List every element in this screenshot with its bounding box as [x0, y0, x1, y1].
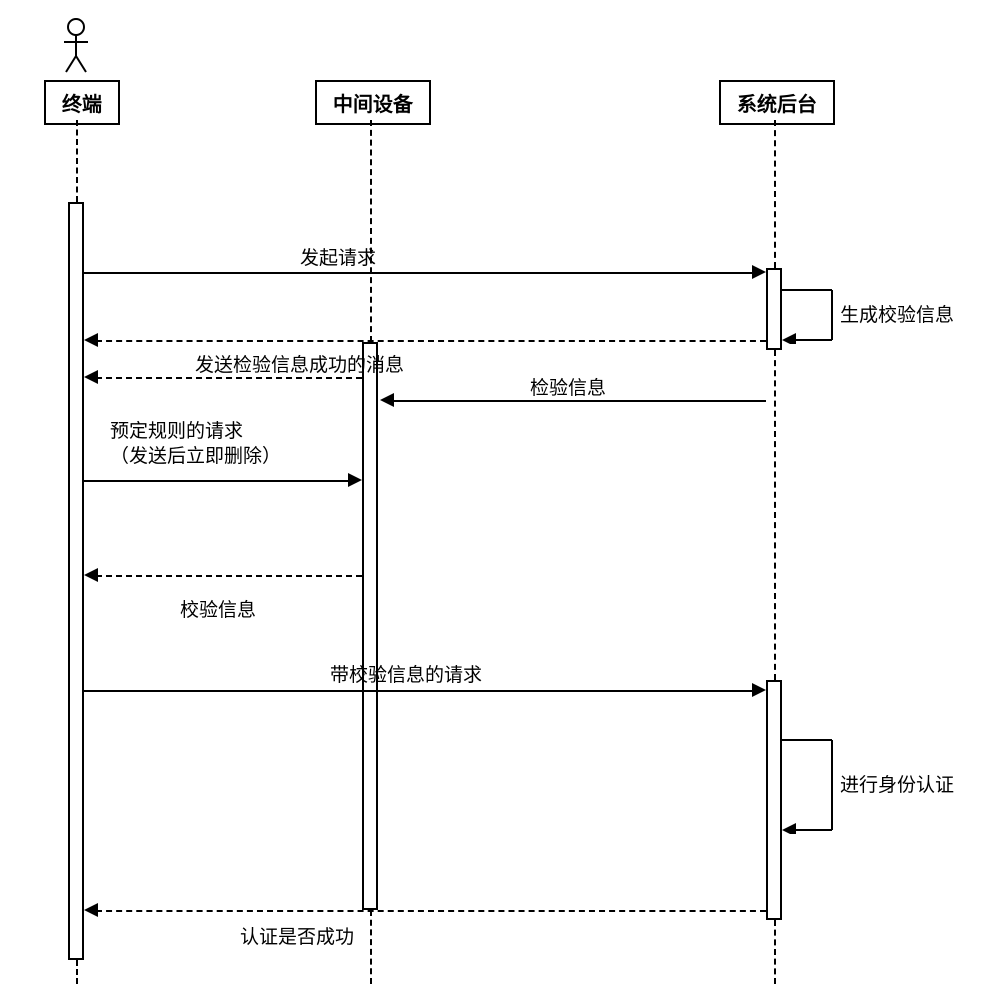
arrow-verify-info [392, 400, 766, 402]
msg-label: 校验信息 [180, 595, 256, 622]
msg-label: 带校验信息的请求 [330, 660, 482, 687]
lifeline-terminal-bottom [76, 960, 78, 984]
sequence-diagram: 终端 中间设备 系统后台 发起请求 生成校验信息 检验信息 发送检验信息成功的消… [0, 0, 1000, 984]
lifeline-backend-bottom [774, 920, 776, 984]
arrow-verify-success-msg [96, 377, 362, 379]
arrow-head [380, 393, 394, 407]
msg-label: 发送检验信息成功的消息 [195, 350, 404, 377]
participant-label: 中间设备 [333, 94, 413, 116]
participant-backend: 系统后台 [719, 80, 835, 125]
participant-middleware: 中间设备 [315, 80, 431, 125]
msg-label: 检验信息 [530, 373, 606, 400]
self-loop-auth [782, 738, 842, 834]
lifeline-backend [774, 120, 776, 268]
participant-terminal: 终端 [44, 80, 120, 125]
msg-label: 生成校验信息 [840, 300, 954, 327]
lifeline-terminal [76, 120, 78, 202]
activation-backend-2 [766, 680, 782, 920]
msg-label: 发起请求 [300, 243, 376, 270]
msg-label: 进行身份认证 [840, 770, 954, 797]
msg-label: 认证是否成功 [240, 922, 354, 949]
arrow-head [752, 683, 766, 697]
arrow-rule-request [84, 480, 350, 482]
lifeline-middleware-bottom [370, 910, 372, 984]
arrow-head [84, 568, 98, 582]
msg-label: 预定规则的请求 （发送后立即删除） [110, 420, 360, 469]
self-loop-generate-verify [782, 288, 842, 344]
lifeline-middleware [370, 120, 372, 342]
arrow-initiate-request [84, 272, 754, 274]
arrow-head [348, 473, 362, 487]
arrow-head [84, 333, 98, 347]
activation-terminal [68, 202, 84, 960]
arrow-auth-result [96, 910, 766, 912]
arrow-head [752, 265, 766, 279]
arrow-verify-info-return [96, 575, 362, 577]
activation-backend-1 [766, 268, 782, 350]
actor-icon [61, 18, 91, 73]
participant-label: 系统后台 [737, 94, 817, 116]
arrow-head [84, 370, 98, 384]
lifeline-backend-mid [774, 350, 776, 680]
arrow-head [84, 903, 98, 917]
arrow-return-to-terminal-1 [96, 340, 766, 342]
activation-middleware [362, 342, 378, 910]
participant-label: 终端 [62, 94, 102, 116]
arrow-request-with-verify [84, 690, 754, 692]
